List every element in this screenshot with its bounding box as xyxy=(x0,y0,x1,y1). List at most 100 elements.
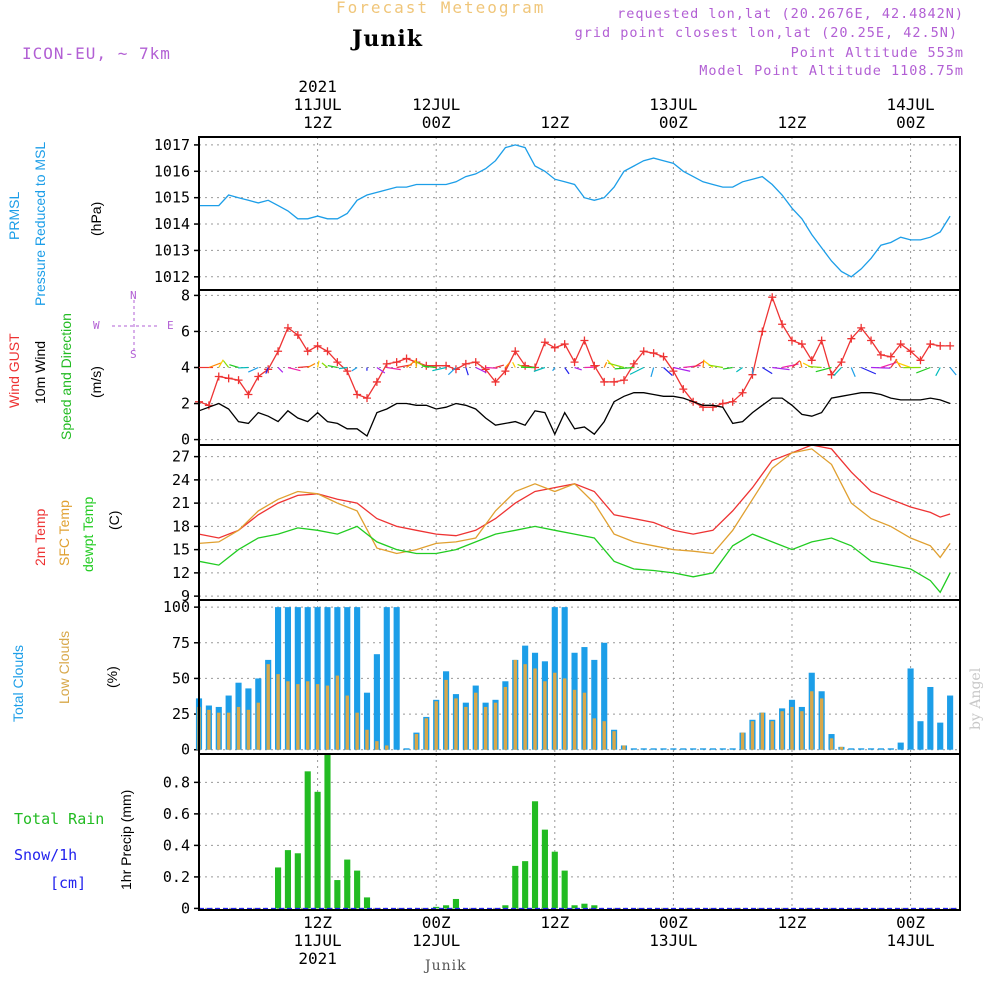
rain-bar xyxy=(324,754,331,909)
total-cloud-bar xyxy=(314,607,321,750)
gust-marker xyxy=(254,372,263,381)
rain-bar xyxy=(294,853,301,909)
info-grid-point: grid point closest lon,lat (20.25E, 42.5… xyxy=(574,25,958,41)
low-cloud-bar xyxy=(335,675,340,750)
gust-marker xyxy=(807,356,816,365)
y-tick-label: 1017 xyxy=(154,136,190,154)
gust-marker xyxy=(283,323,292,332)
rain-bar xyxy=(344,859,351,909)
rain-bar xyxy=(581,903,588,909)
pressure-unit: (hPa) xyxy=(88,201,104,236)
gust-marker xyxy=(896,340,905,349)
low-cloud-bar xyxy=(839,746,844,750)
gust-marker xyxy=(491,377,500,386)
series-line-dewpt-temp xyxy=(198,525,951,594)
gust-marker xyxy=(244,390,253,399)
bottom-time-label: 00Z xyxy=(422,913,451,932)
low-cloud-bar xyxy=(226,712,231,750)
gust-marker xyxy=(451,365,460,374)
gust-marker xyxy=(817,336,826,345)
wind-arrow xyxy=(916,366,931,374)
low-cloud-bar xyxy=(790,706,794,750)
low-cloud-bar xyxy=(562,678,567,750)
low-cloud-bar xyxy=(306,681,310,750)
low-cloud-bar xyxy=(414,734,419,750)
wind-unit: (m/s) xyxy=(88,366,104,398)
low-cloud-bar xyxy=(315,684,320,750)
total-cloud-bar xyxy=(284,607,292,750)
low-cloud-bar xyxy=(325,685,330,750)
total-cloud-bar xyxy=(848,748,855,750)
wind-arrow xyxy=(248,366,259,373)
low-cloud-bar xyxy=(770,721,774,750)
wind-arrow xyxy=(683,364,701,369)
y-tick-label: 4 xyxy=(181,359,190,377)
gust-marker xyxy=(669,367,678,376)
gust-marker xyxy=(274,347,283,356)
wind-arrow xyxy=(736,367,743,373)
low-cloud-bar xyxy=(572,689,577,750)
gust-marker xyxy=(521,361,530,370)
bottom-time-label: 00Z xyxy=(659,913,688,932)
total-cloud-bar xyxy=(670,748,677,750)
series-line-prmsl xyxy=(199,144,951,278)
rain-bar xyxy=(284,850,292,909)
low-cloud-bar xyxy=(513,659,517,750)
top-time-label: 12JUL xyxy=(412,95,460,114)
low-cloud-bar xyxy=(819,698,824,750)
y-tick-label: 6 xyxy=(181,322,190,340)
low-cloud-bar xyxy=(454,698,458,750)
panel-3 xyxy=(194,599,961,755)
total-cloud-bar xyxy=(591,659,598,750)
wind-arrow xyxy=(485,366,498,369)
low-cloud-bar xyxy=(543,681,547,750)
low-cloud-bar xyxy=(355,712,359,750)
total-cloud-bar xyxy=(324,607,331,750)
top-time-label: 12Z xyxy=(778,113,807,132)
rain-bar xyxy=(561,870,568,909)
wind-arrow xyxy=(703,360,714,368)
info-point-altitude: Point Altitude 553m xyxy=(790,45,964,61)
y-tick-label: 0 xyxy=(181,899,190,917)
wind-arrow xyxy=(815,366,832,373)
wind-arrow xyxy=(673,366,691,372)
panel-0 xyxy=(194,136,961,291)
panel-frame xyxy=(198,599,961,755)
wind-arrow xyxy=(708,364,723,369)
wind-arrow xyxy=(935,367,941,377)
gust-marker xyxy=(590,361,599,370)
total-cloud-bar xyxy=(699,748,707,750)
bottom-time-label: 12Z xyxy=(778,913,807,932)
gust-marker xyxy=(442,361,451,370)
wind-arrow xyxy=(317,360,320,368)
wind-arrow xyxy=(871,366,891,369)
gust-marker xyxy=(906,347,915,356)
gust-marker xyxy=(610,377,619,386)
gust-marker xyxy=(550,343,559,352)
y-tick-label: 24 xyxy=(172,471,190,489)
wind-gust-label: Wind GUST xyxy=(6,333,22,408)
wind-arrow xyxy=(277,367,284,373)
low-cloud-bar xyxy=(444,679,448,750)
panel-frame xyxy=(198,136,961,291)
top-time-label: 13JUL xyxy=(649,95,697,114)
low-cloud-bar xyxy=(256,702,260,750)
gust-marker xyxy=(461,359,470,368)
low-cloud-bar xyxy=(612,731,616,750)
wind-arrow xyxy=(808,365,822,369)
total-cloud-bar xyxy=(373,654,380,750)
total-cloud-bar xyxy=(927,686,934,750)
gust-marker xyxy=(234,376,243,385)
low-cloud-bar xyxy=(286,681,290,750)
low-cloud-bar xyxy=(829,738,834,750)
wind-arrow xyxy=(265,367,269,374)
low-cloud-bar xyxy=(464,706,468,750)
gust-marker xyxy=(738,388,747,397)
total-cloud-bar xyxy=(363,692,371,750)
gust-marker xyxy=(372,377,381,386)
low-cloud-bar xyxy=(740,732,745,750)
wind-arrow xyxy=(949,367,957,376)
total-cloud-bar xyxy=(897,742,904,750)
low-cloud-bar xyxy=(780,711,784,750)
